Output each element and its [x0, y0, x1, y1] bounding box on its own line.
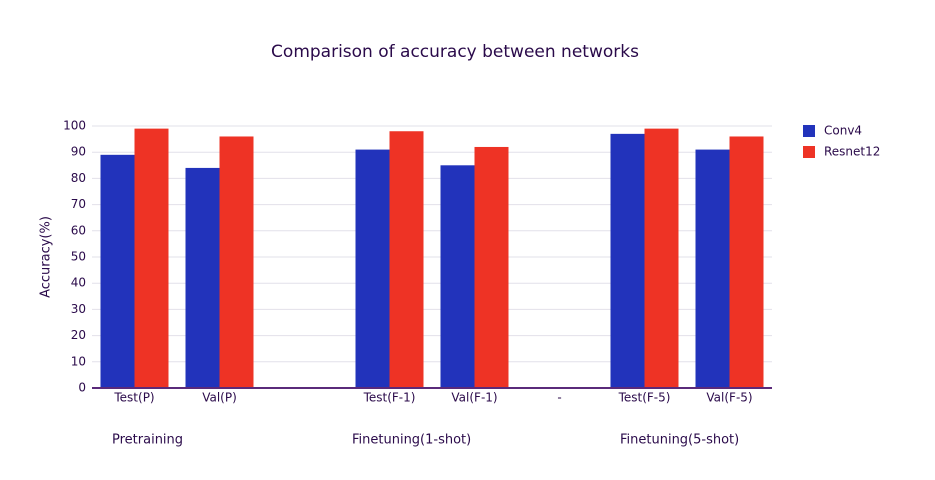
y-tick-label: 100 — [63, 119, 86, 133]
bar — [389, 131, 424, 389]
legend-swatch — [803, 146, 815, 158]
y-tick-label: 60 — [71, 223, 86, 237]
y-tick-label: 0 — [78, 381, 86, 395]
bar — [355, 149, 390, 388]
bar — [440, 165, 475, 388]
x-tick-label: Test(F-1) — [363, 391, 416, 405]
bar — [185, 167, 220, 388]
legend-swatch — [803, 125, 815, 137]
bar — [219, 136, 254, 388]
x-tick-label: Test(P) — [113, 391, 154, 405]
x-tick-label: Val(F-1) — [451, 391, 497, 405]
legend-label: Conv4 — [824, 124, 862, 138]
bar — [644, 128, 679, 388]
chart-title: Comparison of accuracy between networks — [271, 42, 639, 62]
bar — [610, 133, 645, 388]
group-label: Pretraining — [112, 433, 183, 448]
y-tick-label: 90 — [71, 145, 86, 159]
bar — [729, 136, 764, 388]
y-tick-label: 10 — [71, 354, 86, 368]
x-tick-label: Test(F-5) — [618, 391, 671, 405]
group-label: Finetuning(1-shot) — [352, 433, 471, 448]
bar — [134, 128, 169, 388]
y-tick-label: 80 — [71, 171, 86, 185]
y-tick-label: 50 — [71, 250, 86, 264]
x-tick-label: Val(P) — [202, 391, 237, 405]
y-tick-label: 30 — [71, 302, 86, 316]
legend-label: Resnet12 — [824, 145, 880, 159]
group-label: Finetuning(5-shot) — [620, 433, 739, 448]
x-tick-label: - — [557, 391, 561, 405]
bar — [695, 149, 730, 388]
bar — [474, 146, 509, 388]
y-tick-label: 20 — [71, 328, 86, 342]
x-tick-label: Val(F-5) — [706, 391, 752, 405]
y-tick-label: 40 — [71, 276, 86, 290]
y-tick-label: 70 — [71, 197, 86, 211]
bar — [100, 154, 135, 388]
y-axis-label: Accuracy(%) — [39, 216, 54, 298]
